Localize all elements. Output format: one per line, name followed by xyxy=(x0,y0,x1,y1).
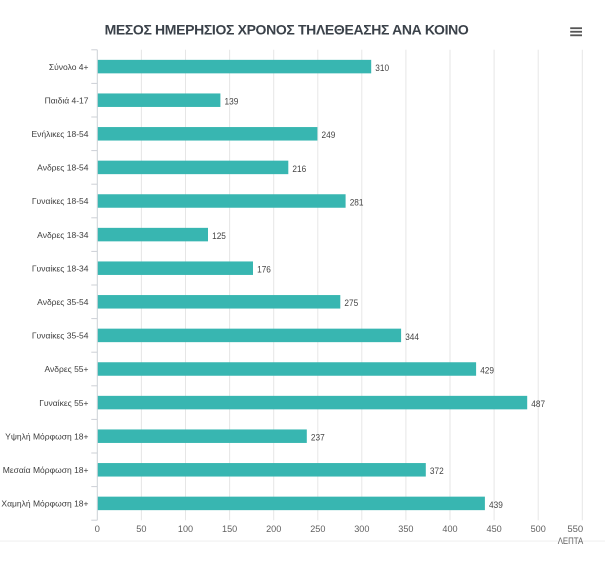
svg-text:344: 344 xyxy=(405,332,419,343)
svg-text:400: 400 xyxy=(442,524,457,535)
svg-text:550: 550 xyxy=(567,524,583,535)
svg-text:216: 216 xyxy=(292,164,306,175)
svg-text:150: 150 xyxy=(222,524,237,535)
svg-text:Ανδρες 35-54: Ανδρες 35-54 xyxy=(37,297,89,307)
svg-text:Μεσαία Μόρφωση 18+: Μεσαία Μόρφωση 18+ xyxy=(3,465,89,475)
svg-text:Ανδρες 18-34: Ανδρες 18-34 xyxy=(37,230,89,240)
svg-text:372: 372 xyxy=(430,466,444,477)
svg-text:439: 439 xyxy=(489,500,503,511)
svg-text:200: 200 xyxy=(266,524,281,535)
svg-text:125: 125 xyxy=(212,231,226,242)
svg-text:Ανδρες 55+: Ανδρες 55+ xyxy=(45,364,89,374)
svg-text:275: 275 xyxy=(344,298,358,309)
svg-text:Ενήλικες 18-54: Ενήλικες 18-54 xyxy=(31,129,88,139)
svg-text:100: 100 xyxy=(178,524,193,535)
svg-text:350: 350 xyxy=(398,524,413,535)
svg-text:310: 310 xyxy=(375,63,389,74)
svg-text:249: 249 xyxy=(322,130,336,141)
svg-text:0: 0 xyxy=(95,524,100,535)
svg-text:ΛΕΠΤΑ: ΛΕΠΤΑ xyxy=(558,536,584,547)
svg-text:50: 50 xyxy=(136,524,146,535)
svg-text:Σύνολο 4+: Σύνολο 4+ xyxy=(49,62,89,72)
svg-text:176: 176 xyxy=(257,265,271,276)
svg-text:250: 250 xyxy=(310,524,325,535)
svg-text:ΜΕΣΟΣ ΗΜΕΡΗΣΙΟΣ ΧΡΟΝΟΣ ΤΗΛΕΘΕΑ: ΜΕΣΟΣ ΗΜΕΡΗΣΙΟΣ ΧΡΟΝΟΣ ΤΗΛΕΘΕΑΣΗΣ ΑΝΑ ΚΟ… xyxy=(105,22,469,38)
svg-text:300: 300 xyxy=(354,524,369,535)
svg-text:Γυναίκες 55+: Γυναίκες 55+ xyxy=(39,398,88,408)
svg-text:Γυναίκες 18-34: Γυναίκες 18-34 xyxy=(32,263,89,273)
svg-text:487: 487 xyxy=(531,399,545,410)
svg-text:Χαμηλή Μόρφωση 18+: Χαμηλή Μόρφωση 18+ xyxy=(1,499,88,509)
svg-text:450: 450 xyxy=(487,524,502,535)
svg-text:139: 139 xyxy=(225,97,239,108)
svg-text:Ανδρες 18-54: Ανδρες 18-54 xyxy=(37,163,89,173)
svg-text:Γυναίκες 35-54: Γυναίκες 35-54 xyxy=(32,331,89,341)
svg-text:500: 500 xyxy=(531,524,546,535)
svg-text:237: 237 xyxy=(311,433,325,444)
svg-text:Υψηλή Μόρφωση 18+: Υψηλή Μόρφωση 18+ xyxy=(5,431,88,441)
svg-text:281: 281 xyxy=(350,197,364,208)
svg-text:Γυναίκες 18-54: Γυναίκες 18-54 xyxy=(32,196,89,206)
svg-text:Παιδιά 4-17: Παιδιά 4-17 xyxy=(45,95,89,105)
svg-text:429: 429 xyxy=(480,365,494,376)
